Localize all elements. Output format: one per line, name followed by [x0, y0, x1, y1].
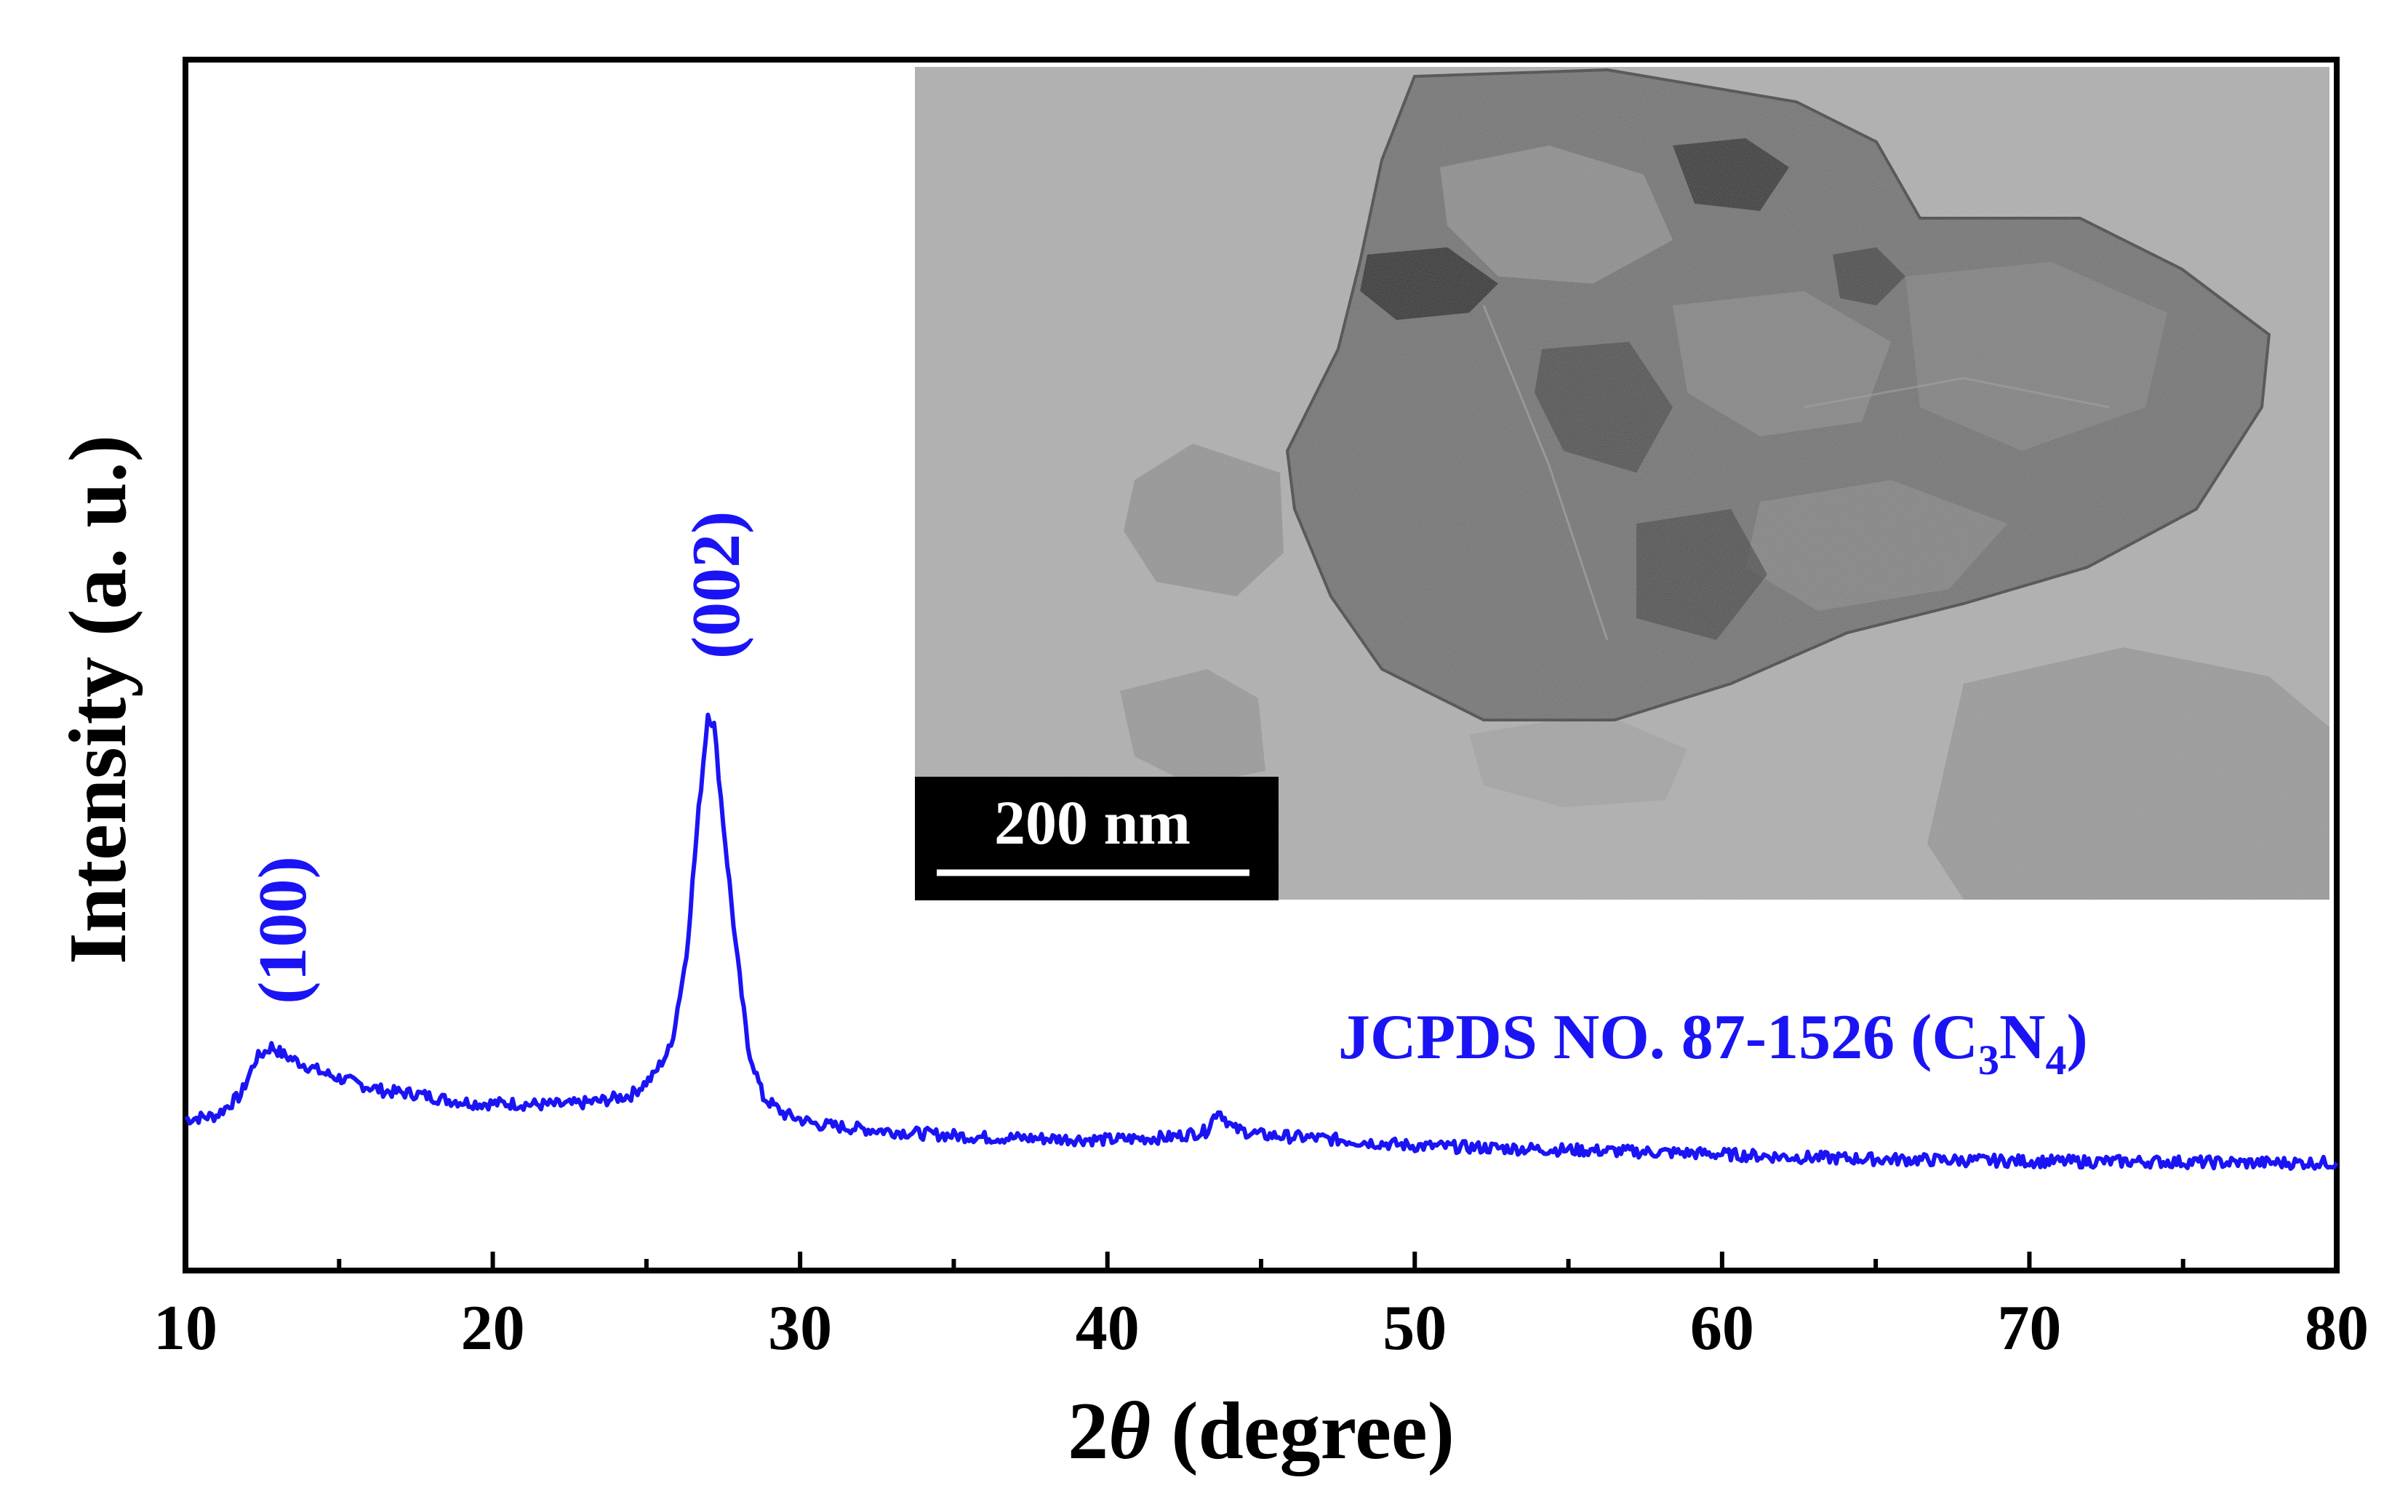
peak-label-002: (002)	[679, 511, 754, 660]
x-tick-label: 50	[1383, 1293, 1447, 1364]
x-axis-label: 2θ (degree)	[1068, 1386, 1455, 1476]
x-tick-label: 80	[2305, 1293, 2369, 1364]
x-axis-label-prefix: 2	[1068, 1386, 1108, 1476]
y-axis-label: Intensity (a. u.)	[53, 435, 143, 964]
jcpds-n: N	[1999, 1002, 2046, 1073]
x-tick-label: 70	[1997, 1293, 2061, 1364]
scale-bar-label: 200 nm	[994, 788, 1191, 857]
x-tick-label: 30	[768, 1293, 832, 1364]
xrd-series-line	[184, 712, 2339, 1171]
x-axis-label-suffix: (degree)	[1151, 1386, 1455, 1476]
x-axis-ticks	[183, 1252, 2339, 1271]
x-tick-label: 40	[1076, 1293, 1140, 1364]
tem-inset-image	[915, 67, 2329, 900]
x-axis-label-theta: θ	[1108, 1386, 1151, 1476]
peak-label-100: (100)	[245, 856, 321, 1004]
jcpds-sub-3: 3	[1978, 1036, 1999, 1084]
scale-bar: 200 nm	[915, 777, 1279, 900]
jcpds-reference-label: JCPDS NO. 87-1526 (C3N4)	[1338, 1002, 2088, 1084]
jcpds-close: )	[2067, 1002, 2088, 1073]
x-axis-tick-labels: 10 20 30 40 50 60 70 80	[153, 1293, 2369, 1364]
x-tick-label: 10	[153, 1293, 217, 1364]
jcpds-text: JCPDS NO. 87-1526 (C	[1338, 1002, 1978, 1073]
x-tick-label: 60	[1690, 1293, 1754, 1364]
x-tick-label: 20	[461, 1293, 525, 1364]
jcpds-sub-4: 4	[2046, 1036, 2067, 1084]
